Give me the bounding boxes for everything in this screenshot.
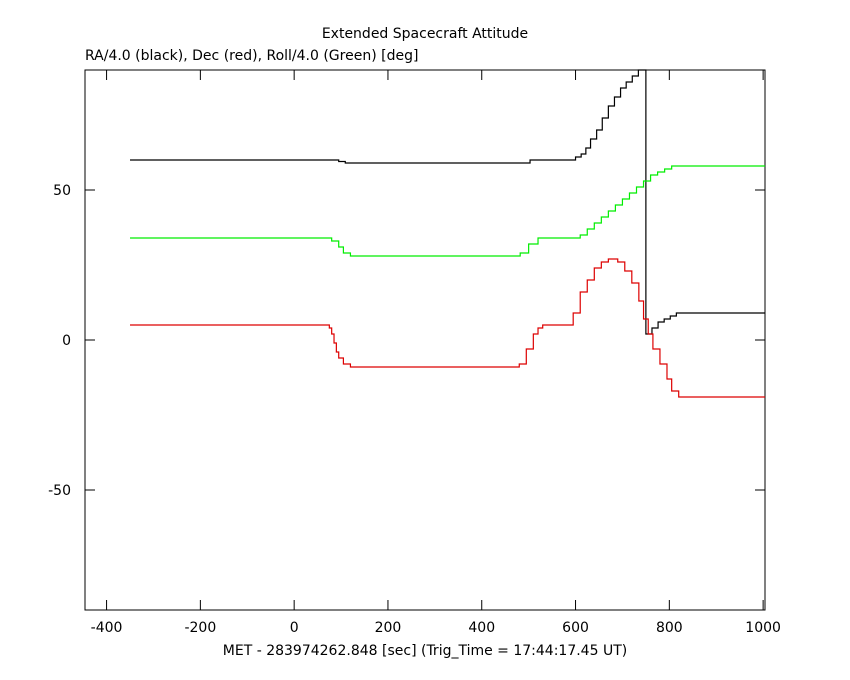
x-tick-label: 600 (562, 620, 589, 636)
x-axis-label: MET - 283974262.848 [sec] (Trig_Time = 1… (223, 643, 627, 659)
series-line (130, 165, 765, 257)
series-line (130, 69, 765, 335)
chart-title: Extended Spacecraft Attitude (322, 26, 528, 42)
x-tick-label: -400 (91, 620, 123, 636)
chart-subtitle: RA/4.0 (black), Dec (red), Roll/4.0 (Gre… (85, 48, 418, 64)
y-tick-label: 0 (62, 333, 71, 349)
plot-frame (84, 69, 766, 611)
x-tick-label: 1000 (745, 620, 781, 636)
y-tick-label: -50 (48, 483, 71, 499)
y-tick-label: 50 (53, 183, 71, 199)
x-tick-label: -200 (184, 620, 216, 636)
series-line (130, 258, 765, 398)
x-tick-label: 400 (468, 620, 495, 636)
x-tick-label: 200 (375, 620, 402, 636)
x-tick-label: 0 (290, 620, 299, 636)
x-tick-label: 800 (656, 620, 683, 636)
